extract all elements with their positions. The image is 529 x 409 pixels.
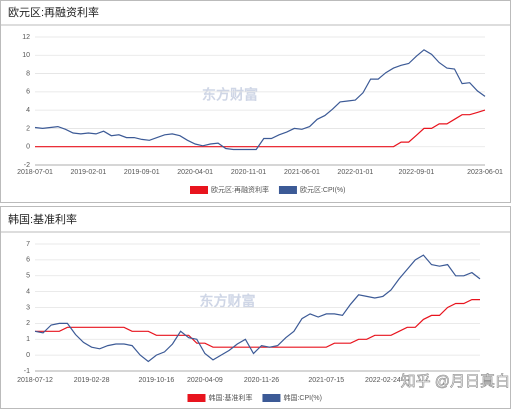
legend-swatch [262,394,281,402]
y-tick-label: 10 [22,52,30,59]
x-tick-label: 2020-04-09 [187,377,223,384]
y-tick-label: -1 [24,368,30,375]
y-tick-label: 2 [26,320,30,327]
series-line [35,109,486,148]
y-tick-label: 4 [26,288,30,295]
chart-title: 韩国:基准利率 [8,212,77,226]
x-tick-label: 2019-02-01 [70,169,106,176]
legend-swatch [187,394,206,402]
y-tick-label: 3 [26,304,30,311]
y-tick-label: 12 [22,34,30,41]
x-tick-label: 2022-09-01 [398,169,434,176]
x-tick-label: 2020-11-26 [244,377,279,384]
legend-swatch [190,186,208,194]
y-tick-label: 0 [26,144,30,151]
x-tick-label: 2021-06-01 [284,169,320,176]
series-line [34,254,481,363]
footer-watermark: 知乎 @月日真白 [401,372,510,390]
legend-label: 韩国:CPI(%) [283,393,322,402]
legend-label: 欧元区:CPI(%) [300,185,346,194]
x-tick-label: 2018-07-12 [17,377,53,384]
x-tick-label: 2022-01-01 [337,169,373,176]
x-tick-label: 2022-02-24 [365,377,401,384]
y-tick-label: 6 [26,89,30,96]
legend-swatch [278,186,297,194]
series-line [34,49,486,151]
y-tick-label: 1 [26,336,30,343]
y-tick-label: 4 [26,107,30,114]
x-tick-label: 2021-07-15 [308,377,344,384]
y-tick-label: 7 [26,241,30,248]
legend-label: 欧元区:再融资利率 [211,185,269,194]
watermark: 东方财富 [200,293,256,309]
y-tick-label: 5 [26,273,30,280]
x-tick-label: 2019-09-01 [124,169,160,176]
x-tick-label: 2023-06-01 [467,169,503,176]
series-line [35,299,480,348]
x-tick-label: 2020-04-01 [177,169,213,176]
x-tick-label: 2020-11-01 [231,169,266,176]
y-tick-label: 8 [26,70,30,77]
y-tick-label: 6 [26,257,30,264]
legend-label: 韩国:基准利率 [209,393,253,402]
x-tick-label: 2018-07-01 [17,169,53,176]
panel-border [0,0,511,203]
y-tick-label: -2 [24,162,30,169]
chart-title: 欧元区:再融资利率 [8,5,99,19]
watermark: 东方财富 [202,87,258,103]
x-tick-label: 2019-02-28 [74,377,110,384]
y-tick-label: 0 [26,352,30,359]
y-tick-label: 2 [26,125,30,132]
x-tick-label: 2019-10-16 [138,377,174,384]
